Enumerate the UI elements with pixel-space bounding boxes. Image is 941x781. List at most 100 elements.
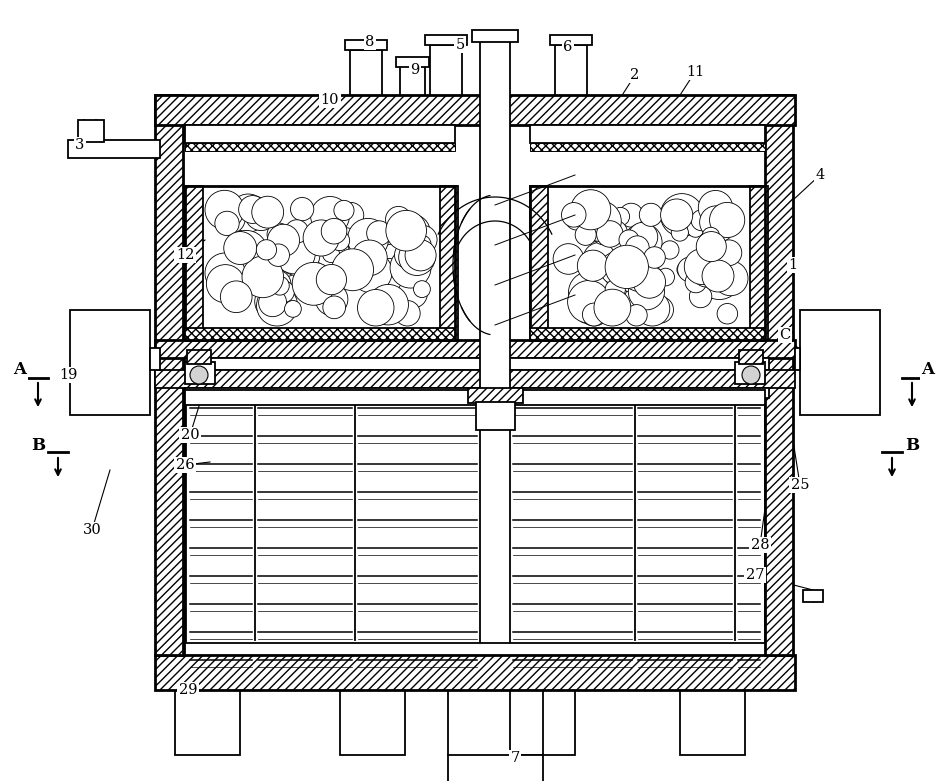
Bar (155, 95, 795, 125)
Bar (185, 186, 455, 340)
Circle shape (690, 285, 711, 308)
Circle shape (566, 207, 588, 230)
Circle shape (275, 254, 297, 276)
Circle shape (386, 210, 426, 251)
Circle shape (646, 297, 674, 323)
Bar (187, 350, 211, 364)
Circle shape (599, 222, 616, 239)
Bar (400, 65, 425, 95)
Circle shape (604, 294, 625, 316)
Circle shape (742, 366, 760, 384)
Bar (185, 362, 215, 384)
Circle shape (316, 265, 346, 294)
Circle shape (600, 252, 632, 285)
Circle shape (338, 202, 364, 228)
Circle shape (413, 280, 430, 298)
Circle shape (205, 253, 246, 293)
Circle shape (274, 232, 315, 274)
Circle shape (329, 230, 350, 251)
Circle shape (267, 224, 299, 256)
Circle shape (277, 233, 320, 276)
Text: A: A (921, 362, 934, 379)
Circle shape (586, 207, 603, 224)
Circle shape (706, 214, 734, 241)
Circle shape (619, 230, 639, 250)
Circle shape (257, 285, 297, 326)
Circle shape (398, 279, 427, 308)
Circle shape (239, 195, 266, 223)
Bar (555, 45, 587, 95)
Bar (735, 362, 765, 384)
Text: B: B (31, 437, 45, 454)
Circle shape (244, 197, 268, 221)
Circle shape (377, 259, 402, 283)
Circle shape (225, 230, 267, 273)
Circle shape (190, 366, 208, 384)
Circle shape (690, 253, 710, 273)
Circle shape (677, 262, 694, 278)
Bar (800, 310, 880, 415)
Circle shape (633, 266, 665, 298)
Text: 1: 1 (789, 258, 798, 272)
Circle shape (242, 256, 283, 298)
Circle shape (717, 304, 738, 324)
Bar (680, 690, 745, 755)
Circle shape (256, 240, 277, 260)
Circle shape (388, 259, 425, 295)
Circle shape (273, 280, 295, 303)
Circle shape (386, 206, 411, 233)
Circle shape (252, 196, 283, 228)
Bar (440, 186, 458, 340)
Bar (345, 40, 387, 50)
Circle shape (315, 283, 348, 316)
Circle shape (205, 191, 244, 230)
Circle shape (698, 191, 733, 225)
Circle shape (303, 220, 340, 256)
Text: 6: 6 (564, 40, 573, 54)
Circle shape (696, 232, 726, 262)
Circle shape (587, 258, 627, 297)
Circle shape (595, 259, 611, 275)
Circle shape (695, 254, 718, 277)
Circle shape (323, 296, 345, 319)
Circle shape (220, 281, 252, 312)
Bar (468, 388, 523, 403)
Text: 10: 10 (321, 93, 340, 107)
Bar (803, 590, 823, 602)
Circle shape (405, 240, 436, 271)
Bar (185, 125, 455, 143)
Bar (550, 35, 592, 45)
Text: 19: 19 (58, 368, 77, 382)
Circle shape (263, 293, 290, 321)
Circle shape (626, 305, 647, 326)
Circle shape (206, 265, 245, 303)
Text: 12: 12 (176, 248, 194, 262)
Bar (530, 186, 548, 340)
Text: 7: 7 (510, 751, 519, 765)
Text: 11: 11 (686, 65, 704, 79)
Circle shape (635, 291, 670, 326)
Text: 30: 30 (83, 523, 102, 537)
Circle shape (285, 219, 309, 243)
Circle shape (687, 220, 704, 237)
Circle shape (367, 221, 391, 245)
Circle shape (702, 227, 720, 245)
Circle shape (694, 262, 718, 287)
Circle shape (263, 270, 291, 298)
Circle shape (394, 214, 430, 250)
Bar (155, 655, 795, 690)
Circle shape (284, 301, 301, 317)
Circle shape (697, 256, 742, 300)
Circle shape (311, 197, 349, 235)
Circle shape (581, 201, 621, 241)
Circle shape (575, 224, 597, 245)
Circle shape (621, 275, 637, 291)
Circle shape (351, 251, 392, 293)
Bar (530, 143, 765, 151)
Text: 8: 8 (365, 35, 375, 49)
Circle shape (312, 231, 349, 267)
Bar (425, 35, 467, 45)
Text: 28: 28 (751, 538, 770, 552)
Circle shape (678, 257, 702, 282)
Bar (155, 340, 795, 358)
